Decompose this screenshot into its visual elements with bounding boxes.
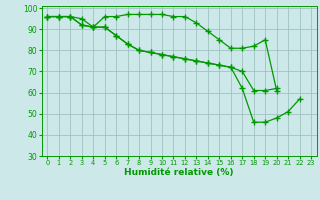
X-axis label: Humidité relative (%): Humidité relative (%) (124, 168, 234, 177)
